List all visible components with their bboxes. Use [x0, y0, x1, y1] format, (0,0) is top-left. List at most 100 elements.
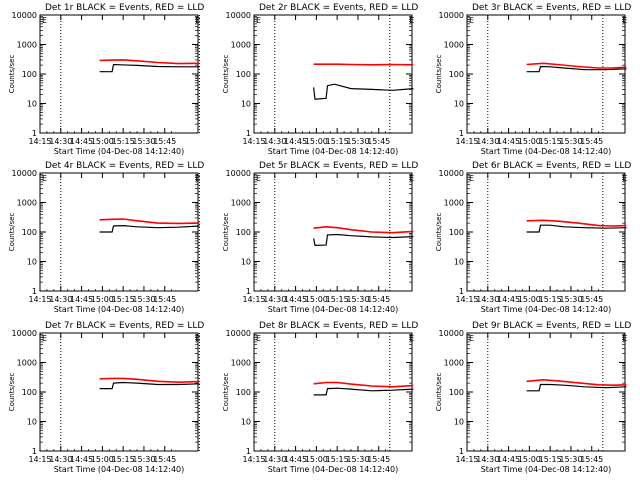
x-tick-label: 15:00 — [305, 455, 328, 464]
y-tick-label: 100 — [449, 70, 464, 79]
panel-title: Det 3r BLACK = Events, RED = LLD — [472, 3, 631, 13]
y-tick-label: 1 — [246, 129, 251, 138]
panel-title: Det 6r BLACK = Events, RED = LLD — [472, 161, 631, 171]
x-tick-label: 15:30 — [132, 455, 155, 464]
y-tick-label: 100 — [236, 228, 251, 237]
y-axis-label: Counts/sec — [222, 55, 230, 94]
y-axis-label: Counts/sec — [8, 373, 16, 412]
y-tick-label: 1000 — [17, 359, 37, 368]
x-tick-label: 14:30 — [476, 455, 499, 464]
y-tick-label: 1 — [32, 287, 37, 296]
x-tick-label: 15:15 — [326, 137, 349, 146]
y-tick-label: 100 — [236, 388, 251, 397]
y-axis-label: Counts/sec — [222, 213, 230, 252]
events-series-line — [313, 387, 414, 396]
e-marker-left: E — [42, 16, 47, 25]
detector-panel-2: Det 2r BLACK = Events, RED = LLD 1 10 100 10… — [222, 3, 418, 156]
lld-series-line — [526, 219, 627, 227]
y-tick-label: 10000 — [12, 169, 37, 178]
x-tick-label: 15:15 — [326, 295, 349, 304]
events-series-line — [99, 63, 200, 73]
detector-panel-6: Det 6r BLACK = Events, RED = LLD 1 10 100 10… — [435, 161, 631, 314]
y-tick-label: 10 — [27, 418, 37, 427]
y-tick-label: 10 — [27, 100, 37, 109]
x-axis-label: Start Time (04-Dec-08 14:12:40) — [268, 465, 399, 474]
y-axis-label: Counts/sec — [435, 55, 443, 94]
y-tick-label: 1 — [246, 287, 251, 296]
y-tick-label: 10000 — [226, 11, 251, 20]
events-series-line — [526, 65, 627, 73]
x-tick-label: 15:45 — [153, 137, 176, 146]
y-tick-label: 100 — [449, 228, 464, 237]
y-tick-label: 1 — [32, 129, 37, 138]
x-tick-label: 15:30 — [346, 455, 369, 464]
x-tick-label: 14:15 — [28, 137, 51, 146]
y-tick-label: 1 — [459, 447, 464, 456]
x-tick-label: 15:00 — [91, 455, 114, 464]
y-tick-label: 1 — [32, 447, 37, 456]
x-tick-label: 14:45 — [497, 137, 520, 146]
x-axis-label: Start Time (04-Dec-08 14:12:40) — [481, 305, 612, 314]
x-tick-label: 15:00 — [305, 295, 328, 304]
x-tick-label: 15:00 — [91, 137, 114, 146]
y-tick-label: 1 — [459, 129, 464, 138]
y-axis-label: Counts/sec — [8, 213, 16, 252]
x-axis-label: Start Time (04-Dec-08 14:12:40) — [268, 147, 399, 156]
y-tick-label: 10 — [454, 418, 464, 427]
x-tick-label: 14:30 — [49, 455, 72, 464]
e-marker-left: E — [256, 334, 261, 343]
y-tick-label: 1000 — [231, 41, 251, 50]
y-tick-label: 10000 — [439, 169, 464, 178]
lld-series-line — [99, 377, 200, 384]
e-marker-right: E — [622, 174, 627, 183]
x-tick-label: 15:15 — [539, 455, 562, 464]
e-marker-right: E — [622, 16, 627, 25]
y-tick-label: 100 — [22, 388, 37, 397]
x-tick-label: 15:45 — [367, 137, 390, 146]
x-tick-label: 14:45 — [70, 455, 93, 464]
x-axis-label: Start Time (04-Dec-08 14:12:40) — [54, 147, 185, 156]
x-tick-label: 14:30 — [263, 455, 286, 464]
x-tick-label: 15:30 — [132, 137, 155, 146]
y-tick-label: 1000 — [231, 199, 251, 208]
y-tick-label: 1000 — [17, 199, 37, 208]
x-tick-label: 14:15 — [455, 455, 478, 464]
x-axis-label: Start Time (04-Dec-08 14:12:40) — [54, 305, 185, 314]
y-tick-label: 10 — [241, 258, 251, 267]
x-tick-label: 14:15 — [28, 295, 51, 304]
panel-title: Det 1r BLACK = Events, RED = LLD — [45, 3, 204, 13]
y-tick-label: 1 — [459, 287, 464, 296]
detector-panel-3: Det 3r BLACK = Events, RED = LLD 1 10 100 10… — [435, 3, 631, 156]
plot-frame — [39, 14, 199, 134]
x-tick-label: 14:45 — [497, 455, 520, 464]
x-tick-label: 15:30 — [559, 295, 582, 304]
y-tick-label: 1000 — [444, 41, 464, 50]
e-marker-left: E — [42, 334, 47, 343]
x-tick-label: 15:30 — [559, 137, 582, 146]
lld-series-line — [313, 225, 414, 234]
lld-series-line — [99, 218, 200, 225]
x-axis-label: Start Time (04-Dec-08 14:12:40) — [481, 465, 612, 474]
y-tick-label: 10000 — [226, 329, 251, 338]
detector-panel-8: Det 8r BLACK = Events, RED = LLD 1 10 100 10… — [222, 321, 418, 474]
events-series-line — [99, 381, 200, 390]
y-tick-label: 1000 — [444, 199, 464, 208]
x-axis-label: Start Time (04-Dec-08 14:12:40) — [481, 147, 612, 156]
panel-title: Det 8r BLACK = Events, RED = LLD — [259, 321, 418, 331]
x-tick-label: 15:45 — [367, 295, 390, 304]
x-tick-label: 15:15 — [112, 455, 135, 464]
x-tick-label: 15:30 — [559, 455, 582, 464]
lld-series-line — [313, 63, 414, 66]
x-tick-label: 14:15 — [242, 295, 265, 304]
events-series-line — [526, 224, 627, 233]
detector-panel-4: Det 4r BLACK = Events, RED = LLD 1 10 100 10… — [8, 161, 204, 314]
plot-frame — [253, 332, 413, 452]
x-tick-label: 14:15 — [455, 295, 478, 304]
y-tick-label: 100 — [22, 70, 37, 79]
x-tick-label: 15:15 — [326, 455, 349, 464]
plot-frame — [39, 332, 199, 452]
x-tick-label: 14:30 — [476, 295, 499, 304]
y-axis-label: Counts/sec — [8, 55, 16, 94]
y-tick-label: 10000 — [439, 329, 464, 338]
